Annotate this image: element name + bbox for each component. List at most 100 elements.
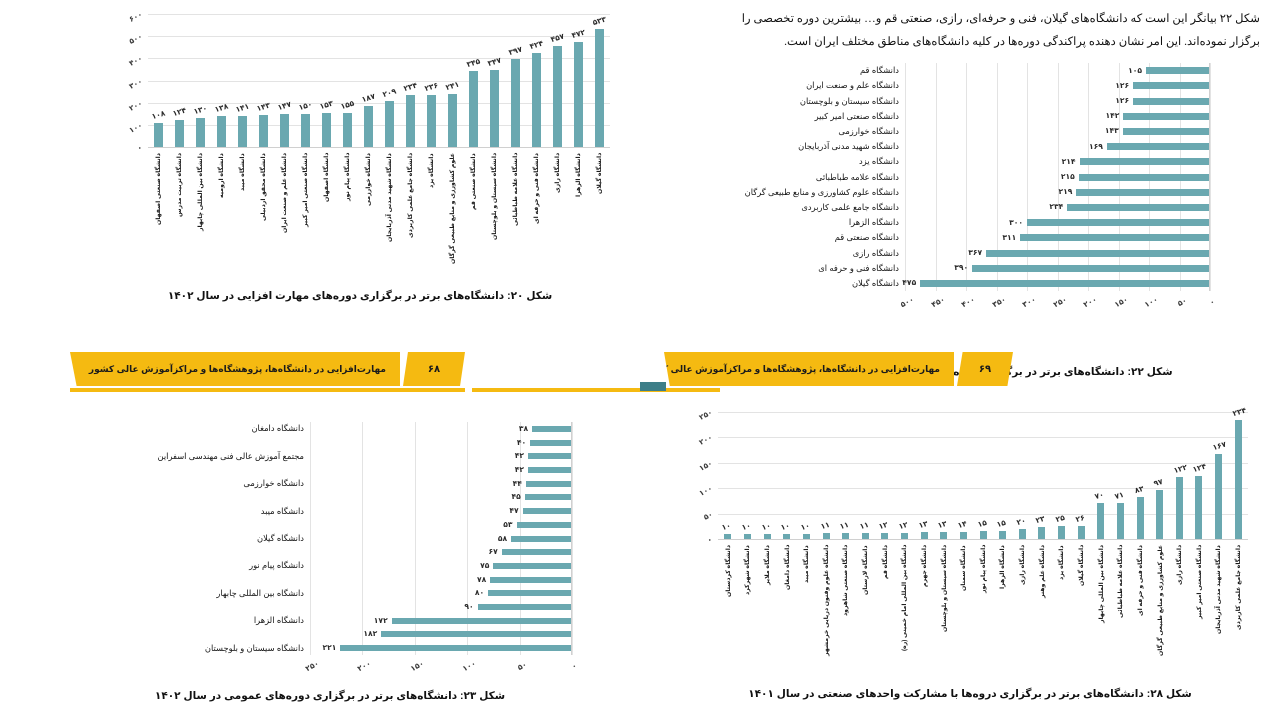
figure-28-plot-area: ۰ ۵۰ ۱۰۰ ۱۵۰ ۲۰۰ ۲۵۰ ۲۳۴ دانشگاه جامع علمی کارب…	[698, 406, 1248, 656]
category-label: دانشگاه شهرکرد	[744, 545, 752, 595]
gridline-horizontal	[148, 80, 610, 82]
category-label: دانشگاه سمنان	[960, 545, 968, 591]
category-label: دانشگاه علم وهنر	[1038, 545, 1046, 599]
y-axis-tick-label: ۴۰۰	[127, 53, 145, 69]
category-label: دانشگاه میبد	[239, 153, 247, 191]
category-label: دانشگاه جامع علمی کاربردی	[801, 201, 899, 212]
gridline-horizontal	[148, 36, 610, 38]
bar-value-label: ۲۳۴	[1231, 405, 1247, 419]
gridline-vertical	[996, 63, 998, 291]
figure-23-plot-area: ۰ ۵۰ ۱۰۰ ۱۵۰ ۲۰۰ ۲۵۰ ۳۸ دانشگاه دامغان ۴۰ ۴۲ مجتمع…	[158, 422, 578, 673]
gridline-vertical	[966, 63, 967, 291]
category-label: دانشگاه صنعتی امیر کبیر	[814, 110, 899, 121]
gridline-horizontal	[718, 488, 1248, 490]
bar-value-label: ۱۴۳	[255, 100, 272, 114]
bar	[490, 70, 499, 147]
category-label: دانشگاه صنعتی قم	[470, 153, 478, 210]
bar	[196, 118, 205, 147]
bar-value-label: ۵۸	[497, 533, 508, 543]
category-label: دانشگاه الزهرا	[848, 217, 899, 228]
gridline-vertical	[1027, 63, 1028, 291]
category-label: دانشگاه میبد	[260, 505, 304, 516]
bar-value-label: ۱۰	[720, 520, 733, 532]
bar	[154, 123, 163, 147]
bar	[881, 532, 889, 539]
bar-value-label: ۳۶۷	[968, 248, 983, 257]
category-label: علوم کشاورزی و منابع طبیعی گرگان	[449, 153, 457, 264]
bar	[381, 631, 572, 638]
bar-value-label: ۲۲۱	[322, 643, 337, 653]
category-label: دانشگاه ارومیه	[218, 153, 226, 198]
banner-right-strip: مهارت‌افزایی در دانشگاه‌ها، پژوهشگاه‌ها …	[664, 352, 954, 386]
bar-value-label: ۱۰	[760, 520, 772, 532]
x-axis-tick-label: ۲۵۰	[303, 658, 321, 674]
y-axis-tick-label: ۱۰۰	[127, 120, 145, 135]
bar	[1077, 525, 1085, 539]
x-axis-tick-label: ۰	[1207, 296, 1217, 308]
bar	[920, 532, 928, 539]
bar	[1067, 203, 1210, 211]
bar-value-label: ۱۵۰	[297, 99, 314, 112]
banner-left-page-box: ۶۸	[403, 352, 465, 386]
bar-value-label: ۴۲۴	[528, 38, 545, 51]
banner-right-label: مهارت‌افزایی در دانشگاه‌ها، پژوهشگاه‌ها …	[642, 363, 940, 374]
figure-28-caption: شکل ۲۸: دانشگاه‌های برتر در برگزاری دروه…	[748, 688, 1192, 700]
gridline-vertical	[572, 422, 573, 655]
banner-left-strip: مهارت‌افزایی در دانشگاه‌ها، پژوهشگاه‌ها …	[70, 352, 400, 386]
category-label: دانشگاه صنعتی اصفهان	[155, 153, 163, 225]
category-label: دانشگاه علامه طباطبائی	[1117, 545, 1125, 619]
bar	[979, 531, 987, 539]
bar-value-label: ۱۲۲	[1172, 462, 1188, 475]
bar	[1018, 528, 1026, 539]
gridline-vertical	[467, 422, 469, 655]
bar	[1020, 234, 1210, 242]
gridline-vertical	[1057, 63, 1059, 291]
y-axis-line	[571, 422, 572, 655]
figure-20-panel: ۰ ۱۰۰ ۲۰۰ ۳۰۰ ۴۰۰ ۵۰۰ ۶۰۰ ۵۳۳ دانشگاه گیلان ۴۷۲ دا…	[100, 4, 620, 304]
category-label: دانشگاه سیستان و بلوچستان	[799, 95, 899, 106]
gridline-horizontal	[148, 14, 610, 15]
intro-paragraph: شکل ۲۲ بیانگر این است که دانشگاه‌های گیل…	[715, 8, 1260, 53]
bar-value-label: ۲۱۴	[1061, 156, 1076, 166]
bar-value-label: ۱۷۲	[373, 615, 388, 625]
y-axis-tick-label: ۶۰۰	[127, 9, 145, 24]
category-label: دانشگاه قم	[860, 65, 899, 76]
category-label: دانشگاه رازی	[554, 153, 562, 194]
bar	[553, 45, 562, 147]
bar	[574, 42, 583, 147]
x-axis-line	[148, 147, 610, 148]
category-label: دانشگاه شهید مدنی آذربایجان	[386, 153, 394, 242]
bar	[530, 439, 572, 446]
bar	[1038, 527, 1046, 539]
category-label: دانشگاه علامه طباطبائی	[815, 171, 899, 182]
bar-value-label: ۱۲۶	[1115, 96, 1130, 105]
bar	[469, 70, 478, 147]
category-label: دانشگاه بین المللی چابهار	[1097, 545, 1105, 624]
bar-value-label: ۳۸	[518, 423, 529, 433]
bar-value-label: ۱۳۰	[192, 103, 209, 117]
bar	[322, 113, 331, 147]
bar	[477, 604, 572, 610]
bar-value-label: ۲۰۹	[381, 86, 398, 99]
bar-value-label: ۵۳	[503, 519, 513, 529]
bar-value-label: ۴۷۲	[570, 27, 587, 41]
bar	[1076, 188, 1210, 196]
bar	[280, 114, 289, 147]
category-label: دانشگاه اصفهان	[323, 153, 331, 203]
banner-right-page-number: ۶۹	[978, 363, 992, 375]
bar	[986, 249, 1210, 257]
gridline-vertical	[310, 422, 311, 655]
bar	[1116, 502, 1124, 539]
x-axis-tick-label: ۵۰۰	[898, 294, 916, 310]
bar	[743, 533, 751, 539]
bar	[364, 105, 373, 147]
bar	[391, 617, 572, 624]
category-label: دانشگاه صنعتی شاهرود	[842, 545, 850, 617]
bar-value-label: ۱۶۹	[1089, 141, 1103, 151]
category-label: دانشگاه بین المللی امام خمینی (ره)	[901, 545, 909, 652]
category-label: دانشگاه علوم کشاورزی و منابع طبیعی گرگان	[744, 186, 899, 197]
bar	[340, 645, 572, 652]
bar-value-label: ۹۷	[1152, 476, 1164, 488]
gridline-vertical	[1210, 63, 1211, 291]
